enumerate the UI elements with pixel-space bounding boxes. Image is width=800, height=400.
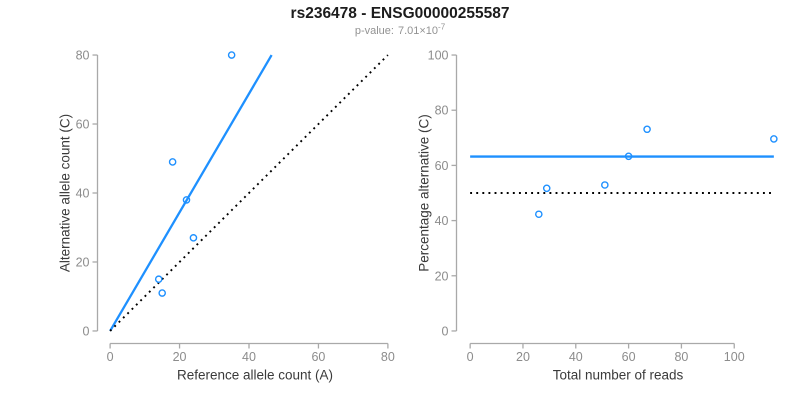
data-point (227, 51, 236, 59)
x-tick-label: 60 (622, 350, 636, 364)
fitted-ratio-line (109, 54, 273, 332)
y-tick-label: 60 (435, 159, 449, 173)
pvalue-base: 7.01×10 (397, 25, 439, 37)
data-point (542, 184, 551, 193)
data-point (182, 196, 191, 204)
data-point (158, 289, 166, 297)
data-point (624, 152, 633, 161)
data-point (770, 135, 778, 143)
y-axis-label-right-panel: Percentage alternative (C) (416, 114, 432, 272)
data-point (168, 158, 177, 166)
y-tick-label: 20 (435, 269, 449, 283)
x-tick-label: 20 (516, 350, 530, 364)
y-tick-label: 20 (76, 255, 90, 269)
pvalue-label: p-value: (354, 25, 394, 37)
x-tick-label: 80 (381, 350, 395, 364)
x-tick-label: 20 (173, 350, 187, 364)
x-tick-label: 100 (724, 350, 745, 364)
x-tick-label: 40 (242, 350, 256, 364)
y-tick-label: 0 (442, 324, 449, 338)
data-point (601, 181, 609, 189)
x-axis-label-left-panel: Reference allele count (A) (176, 367, 334, 383)
x-tick-label: 0 (107, 350, 114, 364)
y-tick-label: 0 (83, 324, 90, 338)
x-tick-label: 60 (311, 350, 325, 364)
pvalue-exponent: -7 (438, 22, 446, 32)
data-point (154, 275, 163, 284)
x-tick-label: 80 (674, 350, 688, 364)
y-axis-label-left-panel: Alternative allele count (C) (57, 113, 73, 273)
x-axis-label-right-panel: Total number of reads (552, 367, 684, 383)
data-point (535, 210, 543, 219)
y-tick-label: 80 (435, 104, 449, 118)
data-point (643, 125, 651, 134)
figure-subtitle: p-value: 7.01×10-7 (0, 22, 800, 37)
data-point (189, 234, 198, 242)
y-tick-label: 40 (435, 214, 449, 228)
x-tick-label: 0 (467, 350, 474, 364)
y-tick-label: 80 (76, 49, 90, 63)
x-tick-label: 40 (569, 350, 583, 364)
figure-title: rs236478 - ENSG00000255587 (290, 5, 510, 22)
identity-line (109, 54, 389, 332)
y-tick-label: 60 (76, 118, 90, 132)
y-tick-label: 40 (76, 187, 90, 201)
y-tick-label: 100 (428, 49, 449, 63)
